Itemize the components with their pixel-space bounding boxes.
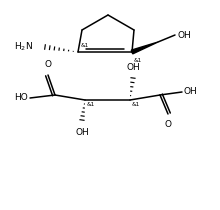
Text: &1: &1 [81, 43, 89, 48]
Text: O: O [165, 120, 172, 129]
Text: OH: OH [126, 63, 140, 72]
Text: HO: HO [14, 93, 28, 102]
Text: H$_2$N: H$_2$N [14, 41, 33, 53]
Text: &1: &1 [87, 102, 95, 107]
Polygon shape [131, 42, 158, 54]
Text: OH: OH [75, 128, 89, 137]
Text: &1: &1 [134, 58, 142, 63]
Text: OH: OH [177, 30, 191, 39]
Text: &1: &1 [132, 102, 140, 107]
Text: O: O [44, 60, 51, 69]
Text: OH: OH [184, 88, 198, 97]
